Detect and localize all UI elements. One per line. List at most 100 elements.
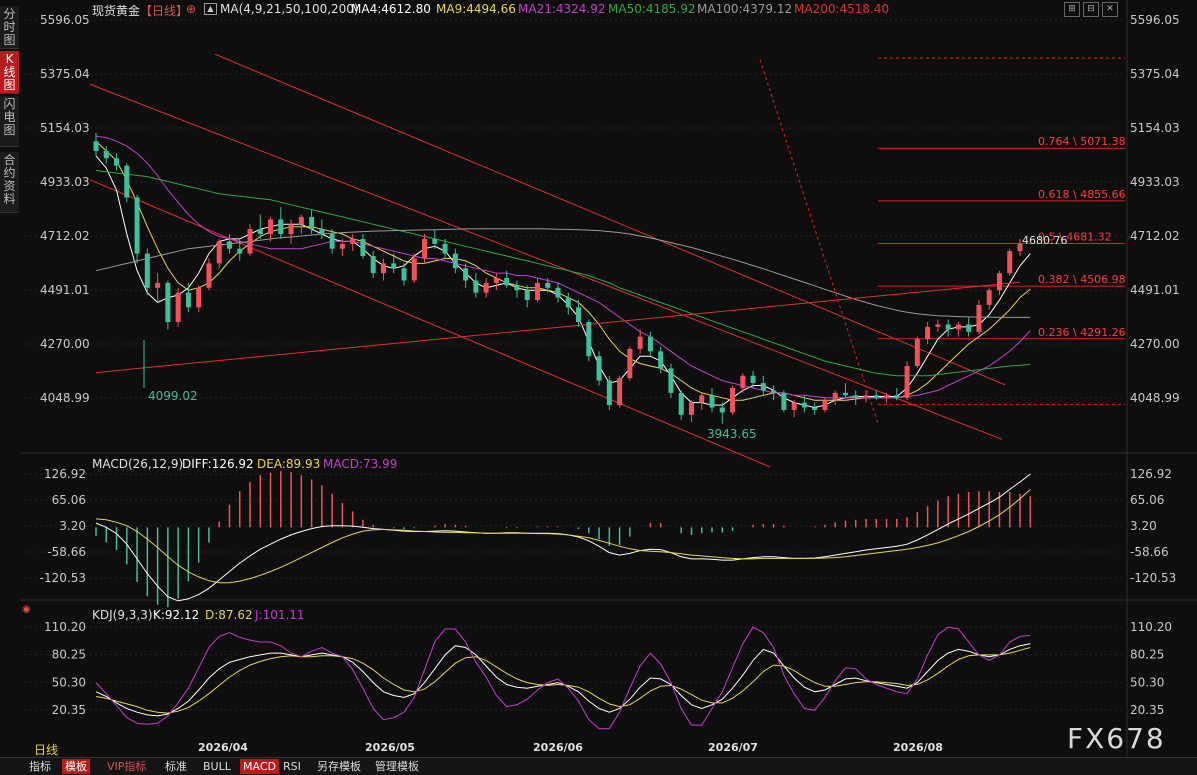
kdj-panel [95, 626, 1031, 730]
candle-body [740, 375, 746, 388]
candle-body [1007, 251, 1013, 274]
sidebar-tab-kline[interactable]: K线图 [0, 51, 19, 94]
candle-body [391, 263, 397, 269]
tab-indicator[interactable]: 指标 [29, 760, 51, 773]
kdj-settings-icon[interactable]: ◉ [22, 604, 31, 615]
candle-body [452, 253, 458, 269]
y-tick-label-left: 4712.02 [40, 229, 90, 243]
candle-body [750, 375, 756, 384]
candle-body [688, 402, 694, 415]
expand-icon[interactable]: ⊞ [1064, 2, 1080, 17]
candle-body [709, 395, 715, 408]
kdj-k-value: K:92.12 [153, 608, 200, 622]
fib-diagonal [759, 59, 879, 424]
macd-tick-right: 126.92 [1130, 467, 1172, 481]
grid-lines [20, 0, 1197, 757]
candle-body [627, 348, 633, 379]
fib-level-label: 0.618 \ 4855.66 [1038, 188, 1126, 201]
macd-panel [95, 471, 1032, 608]
candle-body [504, 278, 510, 286]
layout-icon[interactable]: ⊟ [1083, 2, 1099, 17]
sidebar-tab-timeshare[interactable]: 分时图 [0, 6, 19, 49]
y-tick-label-right: 4933.03 [1130, 175, 1180, 189]
close-icon[interactable]: ✕ [1102, 2, 1118, 17]
candle-body [360, 238, 366, 257]
candle-body [268, 219, 274, 235]
candle-body [873, 395, 879, 398]
candle-body [781, 392, 787, 410]
candle-body [719, 407, 725, 413]
candle-body [771, 390, 777, 393]
candle-body [801, 402, 807, 408]
candle-body [380, 263, 386, 274]
tab-standard[interactable]: 标准 [165, 760, 187, 773]
add-icon[interactable]: ⊕ [186, 2, 197, 16]
candle-body [791, 402, 797, 410]
candle-body [576, 307, 582, 323]
macd-tick-right: 3.20 [1130, 519, 1157, 533]
candle-body [247, 229, 253, 254]
candle-body [175, 292, 181, 323]
candle-body [144, 253, 150, 288]
macd-tick-left: -120.53 [40, 571, 86, 585]
tab-macd[interactable]: MACD [240, 759, 279, 774]
kdj-tick-left: 80.25 [52, 648, 86, 662]
candle-body [473, 280, 479, 293]
tab-save-template[interactable]: 另存模板 [317, 760, 361, 773]
y-tick-label-left: 4270.00 [40, 337, 90, 351]
candle-body [309, 216, 315, 230]
candle-body [832, 392, 838, 401]
candle-body [165, 282, 171, 323]
candle-body [555, 287, 561, 298]
candle-body [370, 256, 376, 274]
tab-template[interactable]: 模板 [62, 759, 90, 774]
price-axis: 5596.05 5596.05 5375.04 5375.04 5154.03 5154.… [40, 13, 1180, 754]
sidebar-tab-contract[interactable]: 合约资料 [0, 152, 19, 213]
candle-body [237, 248, 243, 254]
kdj-name: KDJ(9,3,3) [92, 608, 153, 622]
ma9-value: MA9:4494.66 [436, 2, 516, 16]
ma-line-ma4 [95, 155, 1031, 409]
candle-body [812, 407, 818, 410]
candle-body [350, 238, 356, 244]
ma-toggle-icon[interactable]: ▲ [204, 3, 217, 15]
candle-body [945, 324, 951, 330]
y-tick-label-left: 5596.05 [40, 13, 90, 27]
chart-canvas: 0.764 \ 5071.38 0.618 \ 4855.66 0.5 \ 4681… [20, 0, 1197, 757]
kdj-d-value: D:87.62 [205, 608, 253, 622]
macd-tick-left: 126.92 [44, 467, 86, 481]
fib-level-label: 0.236 \ 4291.26 [1038, 326, 1126, 339]
y-tick-label-right: 5596.05 [1130, 13, 1180, 27]
tab-rsi[interactable]: RSI [283, 760, 301, 773]
fib-level-label: 0.764 \ 5071.38 [1038, 135, 1126, 148]
kdj-tick-right: 20.35 [1130, 703, 1164, 717]
kdj-tick-right: 50.30 [1130, 675, 1164, 689]
candle-body [278, 219, 284, 235]
candle-body [493, 278, 499, 283]
candle-body [1017, 243, 1023, 252]
candle-body [668, 368, 674, 393]
x-tick-label: 2026/08 [893, 741, 943, 754]
candle-body [422, 238, 428, 259]
candle-body [822, 400, 828, 410]
candle-body [124, 165, 130, 198]
y-tick-label-left: 4048.99 [40, 391, 90, 405]
y-tick-label-right: 4048.99 [1130, 391, 1180, 405]
candle-body [925, 326, 931, 340]
sidebar-tab-flash[interactable]: 闪电图 [0, 96, 19, 147]
fib-level-label: 0.382 \ 4506.98 [1038, 273, 1126, 286]
tab-bull[interactable]: BULL [203, 760, 231, 773]
candle-body [842, 392, 848, 396]
tab-vip-indicator[interactable]: VIP指标 [107, 760, 147, 773]
candle-body [514, 285, 520, 291]
candle-body [483, 282, 489, 293]
tab-manage-template[interactable]: 管理模板 [375, 760, 419, 773]
candle-body [442, 243, 448, 254]
candle-body [565, 297, 571, 308]
ma4-value: MA4:4612.80 [351, 2, 431, 16]
macd-line-dea [95, 489, 1031, 584]
candle-body [976, 304, 982, 332]
kdj-tick-right: 110.20 [1130, 620, 1172, 634]
candle-body [955, 324, 961, 330]
candle-body [904, 365, 910, 398]
